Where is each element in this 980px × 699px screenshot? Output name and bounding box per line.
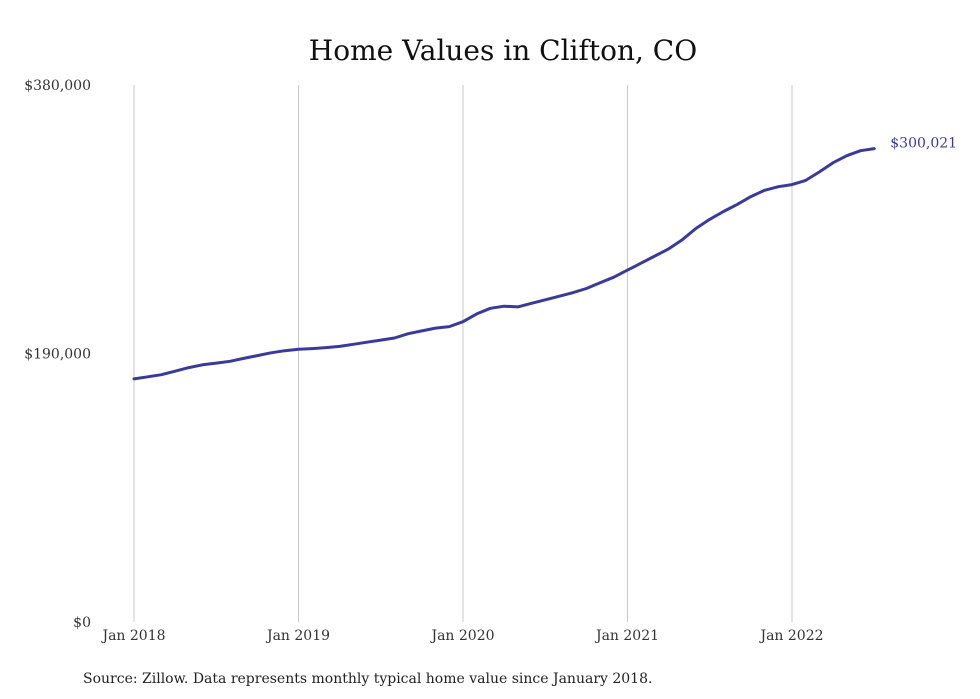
- source-note: Source: Zillow. Data represents monthly …: [83, 671, 652, 687]
- y-tick-label: $380,000: [24, 78, 91, 94]
- x-tick-label: Jan 2022: [758, 628, 823, 644]
- home-value-line: [132, 147, 876, 381]
- gridlines: [133, 85, 793, 622]
- chart-title: Home Values in Clifton, CO: [309, 34, 697, 67]
- y-tick-label: $0: [73, 615, 91, 631]
- end-value-label: $300,021: [890, 136, 957, 152]
- x-axis-ticks: Jan 2018 Jan 2019 Jan 2020 Jan 2021 Jan 2022: [100, 628, 823, 644]
- x-tick-label: Jan 2018: [100, 628, 165, 644]
- x-tick-label: Jan 2020: [429, 628, 494, 644]
- x-tick-label: Jan 2021: [594, 628, 659, 644]
- series-layer: [132, 147, 876, 381]
- y-tick-label: $190,000: [24, 347, 91, 363]
- y-axis-ticks: $0 $190,000 $380,000: [24, 78, 91, 631]
- x-tick-label: Jan 2019: [265, 628, 330, 644]
